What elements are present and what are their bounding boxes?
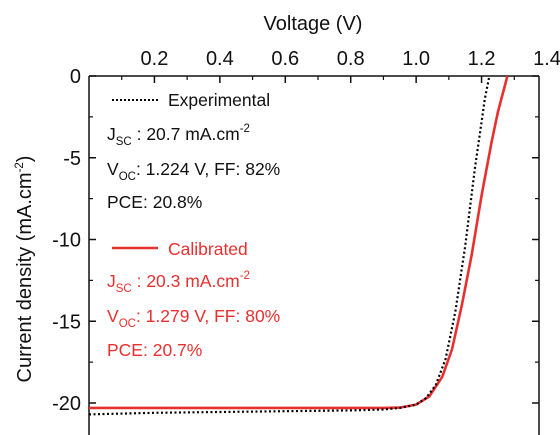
x-tick-label: 0.6 [271,48,299,70]
x-tick-label: 1.4 [533,48,560,70]
x-tick-label: 0.2 [141,48,169,70]
legend-label-experimental: Experimental [168,90,270,110]
legend-experimental: Experimental JSC : 20.7 mA.cm-2 VOC: 1.2… [107,90,280,212]
x-tick-label: 1.2 [468,48,496,70]
legend-label-calibrated: Calibrated [168,239,248,259]
x-tick-label: 0.4 [206,48,234,70]
legend-pce-experimental: PCE: 20.8% [107,192,202,212]
x-tick-label: 0.8 [337,48,365,70]
y-tick-label: -15 [52,311,81,333]
y-axis-title: Current density (mA.cm-2) [14,156,36,383]
y-tick-label: 0 [70,66,81,88]
y-tick-label: -5 [63,148,81,170]
legend-voc-experimental: VOC: 1.224 V, FF: 82% [107,159,280,183]
x-tick-label: 1.0 [402,48,430,70]
legend-voc-calibrated: VOC: 1.279 V, FF: 80% [107,306,280,330]
legend-calibrated: Calibrated JSC : 20.3 mA.cm-2 VOC: 1.279… [107,239,280,360]
legend-pce-calibrated: PCE: 20.7% [107,340,202,360]
legend-jsc-calibrated: JSC : 20.3 mA.cm-2 [107,270,250,295]
y-tick-label: -10 [52,230,81,252]
legend-jsc-experimental: JSC : 20.7 mA.cm-2 [107,123,250,148]
y-tick-label: -20 [52,393,81,415]
x-axis-title: Voltage (V) [264,13,363,35]
